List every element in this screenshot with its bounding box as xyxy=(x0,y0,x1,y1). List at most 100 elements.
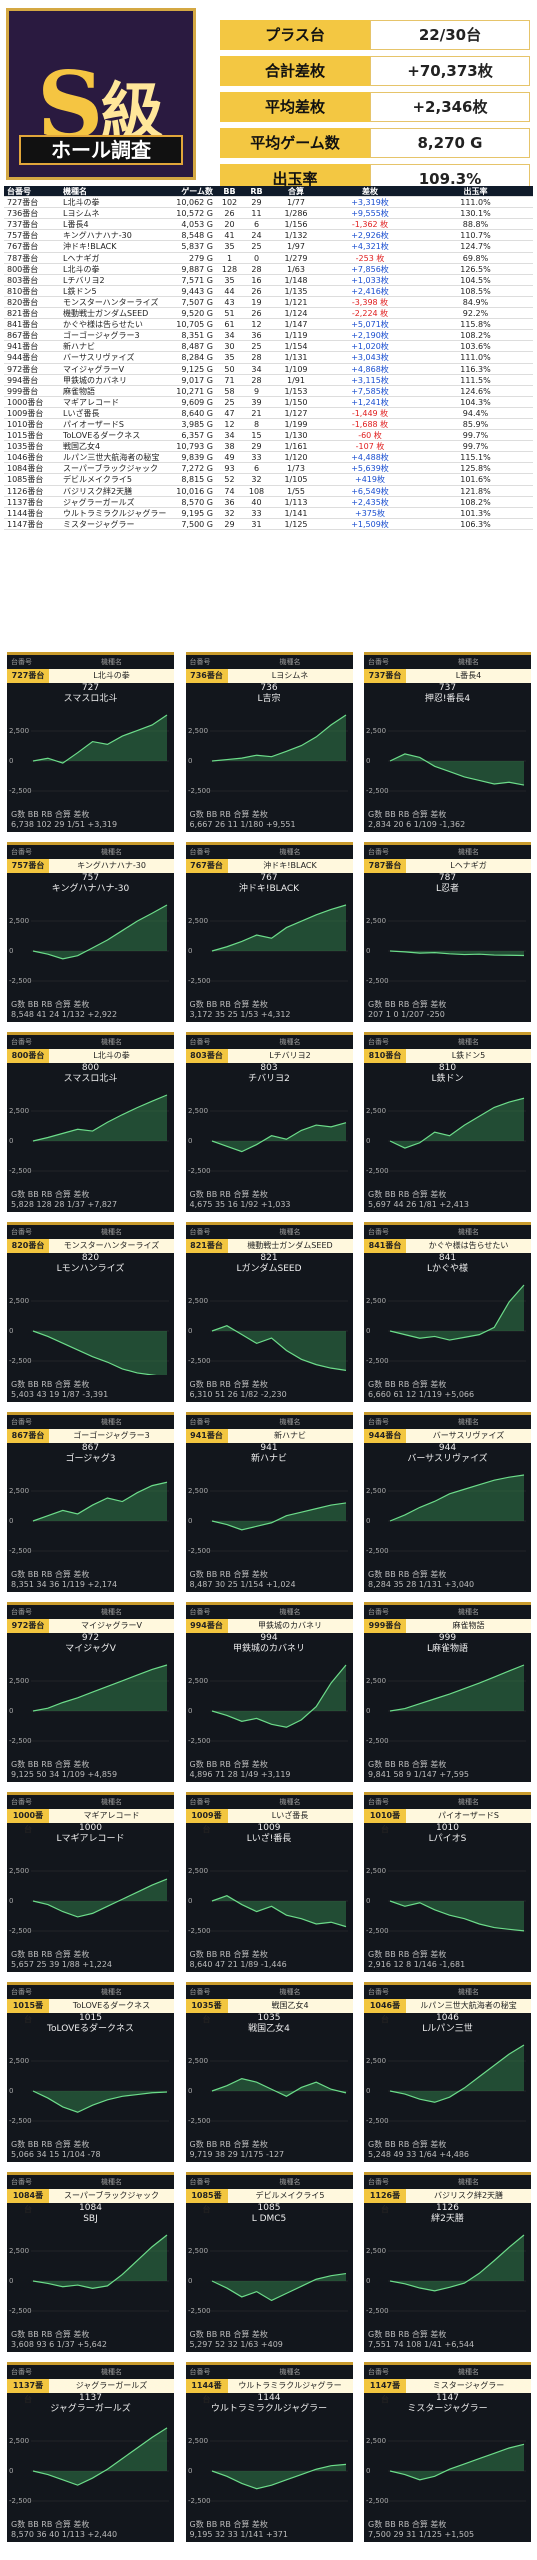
sub-no-label: 台番号 xyxy=(11,658,32,666)
axis-label: -2,500 xyxy=(188,1167,211,1175)
sub-name-label: 機種名 xyxy=(279,1418,301,1426)
machine-card[interactable]: 台番号 機種名 999番台 麻雀物語 999 L麻雀物語 2,500 0 -2,500 G数 BB… xyxy=(364,1602,531,1782)
card-machine-name: マイジャグラーV xyxy=(80,1621,143,1630)
axis-label: -2,500 xyxy=(188,2307,211,2315)
table-cell: +1,241枚 xyxy=(351,397,389,407)
machine-card[interactable]: 台番号 機種名 841番台 かぐや様は告らせたい 841 Lかぐや様 2,500 0 -2,50… xyxy=(364,1222,531,1402)
table-cell: 757番台 xyxy=(7,231,39,241)
table-row: 803番台 Lチバリヨ2 7,571 G 35 16 1/148 +1,033枚 104.5% xyxy=(4,275,533,286)
machine-card[interactable]: 台番号 機種名 800番台 L北斗の拳 800 スマスロ北斗 2,500 0 -2,500 G数 … xyxy=(7,1032,174,1212)
card-head: 800番台 L北斗の拳 xyxy=(7,1049,174,1063)
table-cell: 1/109 xyxy=(284,364,308,374)
table-cell: L番長4 xyxy=(63,220,89,230)
machine-card[interactable]: 台番号 機種名 757番台 キングハナハナ-30 757 キングハナハナ-30 2,500 0… xyxy=(7,842,174,1022)
stat-row: 平均ゲーム数 8,270 G xyxy=(220,128,530,158)
machine-card[interactable]: 台番号 機種名 1010番台 パイオーザードS 1010 LパイオS 2,500 0 -2,50… xyxy=(364,1792,531,1972)
machine-card[interactable]: 台番号 機種名 737番台 L番長4 737 押忍!番長4 2,500 0 -2,500 G数 B… xyxy=(364,652,531,832)
card-machine-name: ミスタージャグラー xyxy=(432,2381,505,2390)
machine-card[interactable]: 台番号 機種名 803番台 Lチバリヨ2 803 チバリヨ2 2,500 0 -2,500 G数 … xyxy=(185,1032,353,1212)
machine-card[interactable]: 台番号 機種名 994番台 甲鉄城のカバネリ 994 甲鉄城のカバネリ 2,500 0 -2,5… xyxy=(185,1602,353,1782)
table-cell: 12 xyxy=(224,419,235,429)
table-row: 800番台 L北斗の拳 9,887 G 128 28 1/63 +7,856枚 126.5% xyxy=(4,264,533,275)
table-cell: 34 xyxy=(251,364,262,374)
table-cell: 新ハナビ xyxy=(63,342,95,352)
card-title: 867 ゴージャグ3 xyxy=(65,1443,116,1464)
card-sub-labels: 台番号 機種名 xyxy=(364,1415,531,1429)
card-graph: 2,500 0 -2,500 xyxy=(9,1481,169,1555)
card-machine-number: 972番台 xyxy=(7,1619,49,1633)
table-cell: 1/161 xyxy=(284,442,308,452)
machine-card[interactable]: 台番号 機種名 1035番台 戦国乙女4 1035 戦国乙女4 2,500 0 -2,500 G数… xyxy=(185,1982,353,2162)
machine-card[interactable]: 台番号 機種名 1137番台 ジャグラーガールズ 1137 ジャグラーガールズ 2,500 0… xyxy=(7,2362,174,2542)
machine-card[interactable]: 台番号 機種名 727番台 L北斗の拳 727 スマスロ北斗 2,500 0 -2,500 G数 … xyxy=(7,652,174,832)
machine-card[interactable]: 台番号 機種名 1015番台 ToLOVEるダークネス 1015 ToLOVEるダークネス… xyxy=(7,1982,174,2162)
machine-card[interactable]: 台番号 機種名 736番台 Lヨシムネ 736 L吉宗 2,500 0 -2,500 G数 BB … xyxy=(185,652,353,832)
machine-card[interactable]: 台番号 機種名 1046番台 ルパン三世大航海者の秘宝 1046 Lルパン三世 2,500 0… xyxy=(364,1982,531,2162)
table-cell: 35 xyxy=(224,353,235,363)
axis-label: 2,500 xyxy=(366,1487,386,1495)
machine-card[interactable]: 台番号 機種名 1144番台 ウルトラミラクルジャグラー 1144 ウルトラミラクルジャグ… xyxy=(185,2362,353,2542)
graph-line xyxy=(211,1122,346,1153)
graph-line xyxy=(211,714,346,762)
table-cell: +2,435枚 xyxy=(351,497,389,507)
machine-card[interactable]: 台番号 機種名 1084番台 スーパーブラックジャック 1084 SBJ 2,500 0 -2,… xyxy=(7,2172,174,2352)
card-sub-labels: 台番号 機種名 xyxy=(364,1605,531,1619)
machine-card[interactable]: 台番号 機種名 941番台 新ハナビ 941 新ハナビ 2,500 0 -2,500 G数 BB … xyxy=(185,1412,353,1592)
machine-card[interactable]: 台番号 機種名 867番台 ゴーゴージャグラー3 867 ゴージャグ3 2,500 0 -2,5… xyxy=(7,1412,174,1592)
machine-card[interactable]: 台番号 機種名 1009番台 Lいざ番長 1009 Lいざ!番長 2,500 0 -2,500 G… xyxy=(185,1792,353,1972)
machine-card[interactable]: 台番号 機種名 944番台 バーサスリヴァイズ 944 バーサスリヴァイズ 2,500 0 -2… xyxy=(364,1412,531,1592)
machine-card[interactable]: 台番号 機種名 1147番台 ミスタージャグラー 1147 ミスタージャグラー 2,500 0… xyxy=(364,2362,531,2542)
table-cell: 1/199 xyxy=(284,419,308,429)
table-cell: -1,449 枚 xyxy=(351,408,389,418)
table-cell: 28 xyxy=(251,353,262,363)
sub-no-label: 台番号 xyxy=(189,1038,211,1046)
machine-card[interactable]: 台番号 機種名 767番台 沖ドキ!BLACK 767 沖ドキ!BLACK 2,500 0 -2… xyxy=(185,842,353,1022)
table-cell: 1/91 xyxy=(287,375,305,385)
graph-area xyxy=(33,1095,167,1141)
table-cell: 7,500 G xyxy=(181,519,213,529)
card-footer-stats: G数 BB RB 合算 差枚 9,125 50 34 1/109 +4,859 xyxy=(11,1760,118,1779)
table-cell: 10,572 G xyxy=(176,209,213,219)
axis-label: 0 xyxy=(188,1327,192,1335)
axis-label: 2,500 xyxy=(9,1107,29,1115)
machine-card[interactable]: 台番号 機種名 820番台 モンスターハンターライズ 820 Lモンハンライズ 2,500 0… xyxy=(7,1222,174,1402)
card-title: 1009 Lいざ!番長 xyxy=(246,1823,292,1844)
machine-card[interactable]: 台番号 機種名 821番台 機動戦士ガンダムSEED 821 LガンダムSEED 2,500… xyxy=(185,1222,353,1402)
sub-no-label: 台番号 xyxy=(11,1608,32,1616)
column-header: RB xyxy=(250,187,263,196)
machine-card[interactable]: 台番号 機種名 787番台 Lヘナギガ 787 L忍者 2,500 0 -2,500 G数 BB … xyxy=(364,842,531,1022)
card-graph: 2,500 0 -2,500 xyxy=(366,1664,526,1745)
sub-no-label: 台番号 xyxy=(189,848,211,856)
machine-card[interactable]: 台番号 機種名 810番台 L鉄ドン5 810 L鉄ドン 2,500 0 -2,500 G数 BB… xyxy=(364,1032,531,1212)
table-cell: 1/130 xyxy=(284,431,308,441)
table-cell: 102 xyxy=(221,198,238,208)
axis-label: 0 xyxy=(366,2277,370,2285)
card-title: 1046 Lルパン三世 xyxy=(422,2013,473,2034)
card-machine-number: 787番台 xyxy=(364,859,406,873)
graph-area xyxy=(390,1475,524,1521)
table-cell: 1 xyxy=(226,253,233,263)
table-cell: 1/120 xyxy=(284,453,308,463)
machine-card[interactable]: 台番号 機種名 1126番台 バジリスク絆2天膳 1126 絆2天膳 2,500 0 -2,50… xyxy=(364,2172,531,2352)
table-cell: 9,609 G xyxy=(181,397,213,407)
card-machine-number: 1147番台 xyxy=(364,2379,406,2404)
graph-area xyxy=(211,1122,346,1152)
card-machine-name: L鉄ドン5 xyxy=(451,1051,486,1060)
table-cell: 33 xyxy=(251,453,262,463)
table-row: 1085番台 デビルメイクライ5 8,815 G 52 32 1/105 +419枚 101.… xyxy=(4,474,533,486)
table-cell: 1144番台 xyxy=(7,508,44,518)
table-row: 1126番台 バジリスク絆2天膳 10,016 G 74 108 1/55 +6,549枚 1… xyxy=(4,486,533,497)
card-title: 1085 L DMC5 xyxy=(251,2203,287,2224)
stat-row: プラス台 22/30台 xyxy=(220,20,530,50)
machine-card[interactable]: 台番号 機種名 972番台 マイジャグラーV 972 マイジャグV 2,500 0 -2,500… xyxy=(7,1602,174,1782)
card-footer-stats: G数 BB RB 合算 差枚 2,916 12 8 1/146 -1,681 xyxy=(368,1950,466,1969)
machine-card[interactable]: 台番号 機種名 1000番台 マギアレコード 1000 Lマギアレコード 2,500 0 -2,… xyxy=(7,1792,174,1972)
graph-area xyxy=(390,2045,524,2103)
axis-label: 2,500 xyxy=(188,1677,208,1685)
sub-name-label: 機種名 xyxy=(101,1418,122,1426)
machine-card[interactable]: 台番号 機種名 1085番台 デビルメイクライ5 1085 L DMC5 2,500 0 -2,… xyxy=(185,2172,353,2352)
card-footer-stats: G数 BB RB 合算 差枚 7,500 29 31 1/125 +1,505 xyxy=(368,2520,475,2539)
card-machine-number: 1144番台 xyxy=(185,2379,228,2404)
axis-label: 2,500 xyxy=(9,1867,29,1875)
table-cell: 1/77 xyxy=(287,198,305,208)
